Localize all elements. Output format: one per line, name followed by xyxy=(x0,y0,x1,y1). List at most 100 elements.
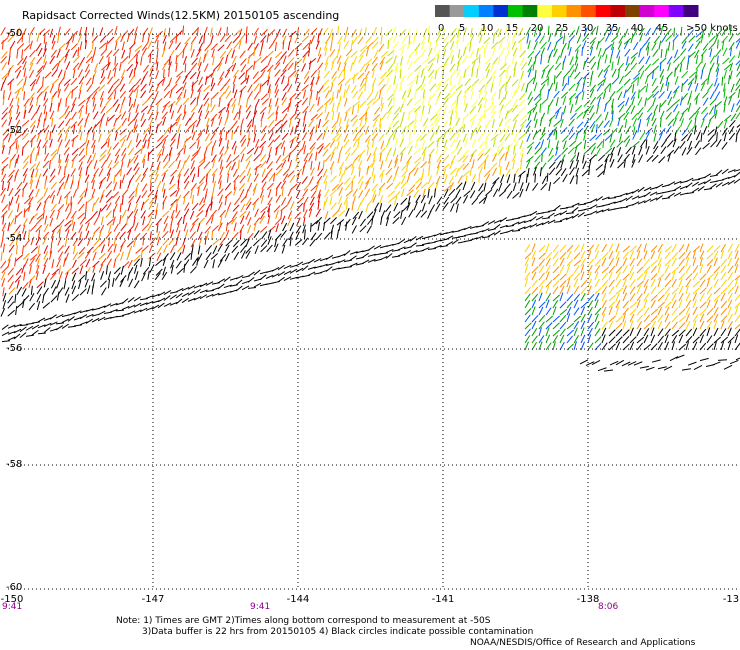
wind-barb xyxy=(157,291,166,297)
wind-barb xyxy=(639,365,649,369)
wind-barb xyxy=(566,244,574,253)
wind-barb xyxy=(212,180,216,190)
wind-barb xyxy=(582,60,586,70)
wind-barb xyxy=(42,85,50,93)
wind-barb xyxy=(140,76,146,85)
wind-barb xyxy=(401,126,407,135)
wind-barb xyxy=(615,250,620,260)
wind-barb xyxy=(148,257,152,267)
wind-barb xyxy=(253,47,256,57)
wind-barb xyxy=(386,110,392,119)
wind-barb xyxy=(608,343,616,351)
wind-barb xyxy=(540,139,545,149)
wind-barb xyxy=(8,187,14,197)
wind-barb xyxy=(492,177,500,185)
wind-barb xyxy=(538,285,544,295)
wind-barb xyxy=(191,149,200,157)
wind-barb xyxy=(660,146,667,155)
wind-barb xyxy=(713,287,721,295)
wind-barb xyxy=(589,46,594,56)
wind-barb xyxy=(84,278,89,288)
wind-barb xyxy=(169,252,176,261)
wind-barb xyxy=(636,273,644,281)
wind-barb xyxy=(106,218,114,226)
wind-barb xyxy=(302,217,306,227)
wind-barb xyxy=(562,77,565,87)
wind-barb xyxy=(14,257,17,267)
wind-barb xyxy=(483,98,488,108)
wind-barb xyxy=(70,43,78,51)
wind-barb xyxy=(23,68,27,78)
wind-barb xyxy=(259,47,263,57)
wind-barb xyxy=(37,324,46,329)
wind-barb xyxy=(646,104,654,113)
wind-barb xyxy=(566,293,574,302)
wind-barb xyxy=(23,155,30,164)
wind-barb xyxy=(580,250,586,260)
wind-barb xyxy=(240,215,245,225)
wind-barb xyxy=(414,156,422,164)
wind-barb xyxy=(643,314,650,323)
wind-barb xyxy=(30,168,35,178)
wind-barb xyxy=(680,26,683,36)
wind-barb xyxy=(232,35,240,44)
wind-barb xyxy=(713,336,722,344)
wind-barb xyxy=(35,104,41,114)
wind-barb xyxy=(352,74,356,84)
wind-barb xyxy=(281,244,286,254)
wind-barb xyxy=(657,341,663,351)
wind-barb xyxy=(541,97,549,105)
legend-swatch xyxy=(435,5,451,17)
wind-barb xyxy=(364,77,368,86)
wind-barb xyxy=(594,243,600,253)
wind-barb xyxy=(703,188,712,191)
wind-barb xyxy=(442,147,448,156)
wind-barb xyxy=(622,300,630,309)
wind-barb xyxy=(538,314,546,323)
wind-barb xyxy=(31,324,40,330)
wind-barb xyxy=(407,107,416,115)
wind-barb xyxy=(637,89,640,99)
wind-barb xyxy=(239,230,242,240)
wind-barb xyxy=(310,184,318,192)
wind-barb xyxy=(688,140,693,150)
wind-barb xyxy=(492,138,496,148)
wind-barb xyxy=(736,99,740,106)
wind-barb xyxy=(457,175,463,184)
wind-barb xyxy=(498,189,507,197)
wind-barb xyxy=(238,72,246,80)
wind-barb xyxy=(168,40,174,50)
wind-barb xyxy=(324,89,330,99)
wind-barb xyxy=(737,49,740,59)
wind-barb xyxy=(190,104,198,113)
wind-barb xyxy=(91,180,95,190)
wind-barb xyxy=(7,133,12,143)
wind-barb xyxy=(254,166,258,176)
wind-barb xyxy=(288,231,294,241)
wind-barb xyxy=(585,361,595,366)
wind-barb xyxy=(512,34,516,44)
wind-barb xyxy=(198,35,203,44)
wind-barb xyxy=(161,146,165,156)
wind-barb xyxy=(28,229,30,239)
wind-barb xyxy=(552,280,560,288)
wind-barb xyxy=(724,114,732,122)
wind-barb xyxy=(653,124,657,134)
wind-barb xyxy=(597,60,600,70)
wind-barb xyxy=(337,26,340,36)
wind-barb xyxy=(671,315,679,323)
wind-barb xyxy=(71,280,76,290)
wind-barb xyxy=(217,259,223,268)
wind-barb xyxy=(245,250,251,259)
wind-barb xyxy=(240,146,247,155)
wind-barb xyxy=(253,133,257,143)
wind-barb xyxy=(156,148,163,157)
wind-barb xyxy=(401,188,405,198)
wind-barb xyxy=(203,53,206,63)
wind-barb xyxy=(183,175,190,184)
wind-barb xyxy=(70,232,77,240)
wind-barb xyxy=(559,292,564,302)
wind-barb xyxy=(616,85,624,93)
wind-barb xyxy=(664,328,671,337)
wind-barb xyxy=(632,118,638,127)
